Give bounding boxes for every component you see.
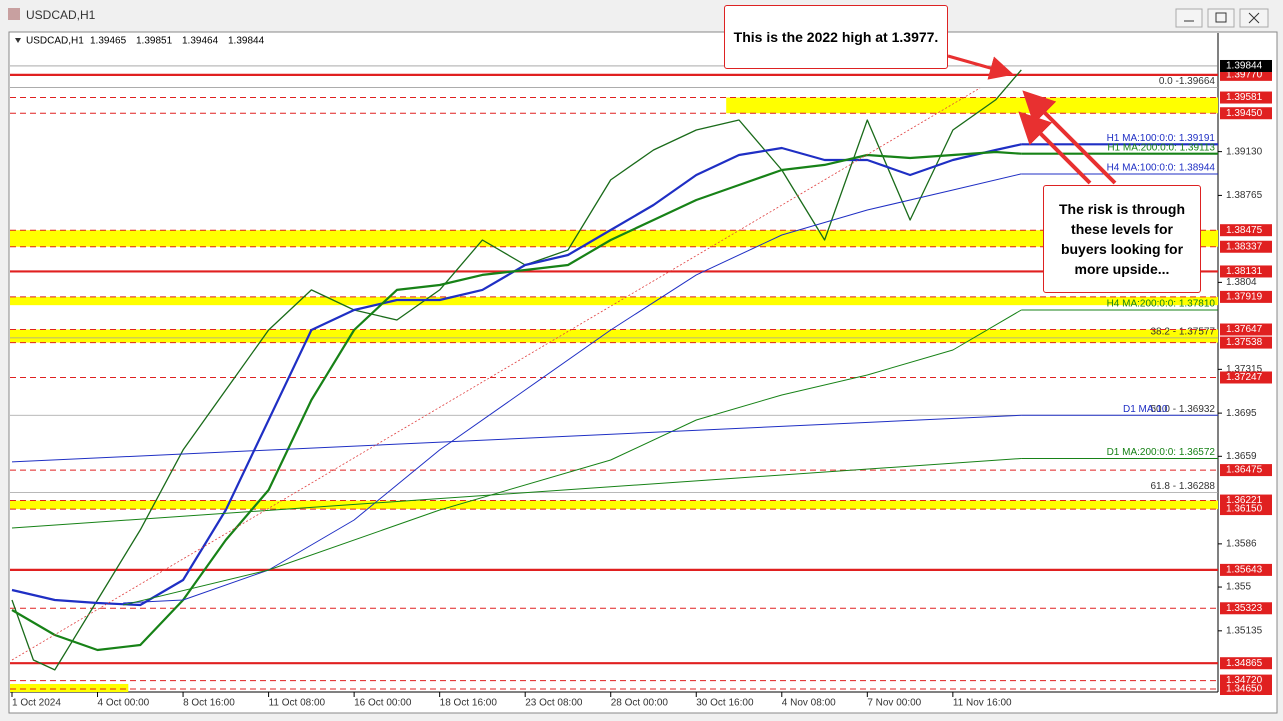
level-price-label: 1.36150	[1226, 504, 1263, 515]
y-tick-label: 1.355	[1226, 582, 1251, 593]
ma-label: D1 MA:10	[1123, 404, 1168, 415]
y-tick-label: 1.3695	[1226, 408, 1257, 419]
header-price: 1.39844	[228, 36, 265, 47]
x-tick-label: 1 Oct 2024	[12, 698, 61, 709]
level-price-label: 1.34650	[1226, 684, 1263, 695]
level-price-box	[1220, 563, 1272, 576]
level-price-box	[1220, 503, 1272, 516]
x-tick-label: 30 Oct 16:00	[696, 698, 754, 709]
title-bar	[0, 0, 1283, 31]
level-price-label: 1.38337	[1226, 241, 1263, 252]
header-price: 1.39464	[182, 36, 219, 47]
x-tick-label: 4 Nov 08:00	[782, 698, 836, 709]
x-tick-label: 16 Oct 00:00	[354, 698, 412, 709]
level-price-label: 1.37647	[1226, 324, 1263, 335]
support-resistance-zone	[10, 500, 1218, 510]
x-tick-label: 28 Oct 00:00	[611, 698, 669, 709]
ma-label: H1 MA:200:0:0: 1.39113	[1107, 142, 1215, 153]
level-price-box	[1220, 290, 1272, 303]
current-price-label: 1.39844	[1226, 61, 1263, 72]
level-price-box	[1220, 657, 1272, 670]
fib-label: 38.2 - 1.37577	[1151, 327, 1216, 338]
x-tick-label: 18 Oct 16:00	[440, 698, 498, 709]
x-tick-label: 8 Oct 16:00	[183, 698, 235, 709]
header-arrow	[15, 38, 21, 43]
level-price-box	[1220, 323, 1272, 336]
annotation-box: The risk is through these levels for buy…	[1043, 185, 1201, 293]
level-price-box	[1220, 91, 1272, 104]
chart-frame	[8, 31, 1278, 714]
level-price-box	[1220, 265, 1272, 278]
header-symbol: USDCAD,H1	[26, 36, 84, 47]
header-price: 1.39465	[90, 36, 127, 47]
ma-label: D1 MA:200:0:0: 1.36572	[1107, 447, 1216, 458]
series-line	[11, 69, 1022, 671]
y-tick-label: 1.3804	[1226, 277, 1257, 288]
x-tick-label: 4 Oct 00:00	[98, 698, 150, 709]
fib-label: 61.8 - 1.36288	[1151, 481, 1216, 492]
window-buttons[interactable]	[1175, 8, 1269, 28]
support-resistance-zone	[10, 296, 1218, 306]
level-price-label: 1.37538	[1226, 337, 1263, 348]
window-title: USDCAD,H1	[26, 8, 96, 22]
level-price-label: 1.34720	[1226, 675, 1263, 686]
close-icon	[1248, 12, 1260, 24]
level-price-label: 1.37919	[1226, 292, 1263, 303]
level-price-label: 1.38475	[1226, 225, 1263, 236]
level-price-label: 1.36475	[1226, 465, 1263, 476]
level-price-label: 1.34865	[1226, 658, 1263, 669]
support-resistance-zone	[726, 97, 1218, 114]
level-price-label: 1.35643	[1226, 565, 1263, 576]
plot-layers: 0.0 -1.39664 38.2 - 1.37577 50.0 - 1.36932…	[10, 65, 1218, 692]
fib-label: 50.0 - 1.36932	[1151, 404, 1216, 415]
y-tick-label: 1.37315	[1226, 364, 1263, 375]
level-price-box	[1220, 602, 1272, 615]
ma-label: H1 MA:100:0:0: 1.39191	[1107, 133, 1216, 144]
series-line	[11, 414, 1022, 463]
level-price-box	[1220, 464, 1272, 477]
level-price-box	[1220, 683, 1272, 696]
annotation-box: This is the 2022 high at 1.3977.	[724, 5, 948, 69]
y-tick-label: 1.3659	[1226, 451, 1257, 462]
series-line	[11, 458, 1022, 529]
level-price-label: 1.38131	[1226, 266, 1263, 277]
level-price-label: 1.37247	[1226, 372, 1263, 383]
level-price-box	[1220, 371, 1272, 384]
x-tick-label: 11 Oct 08:00	[269, 698, 326, 709]
x-tick-label: 7 Nov 00:00	[867, 698, 921, 709]
fib-trend-line	[11, 87, 981, 661]
level-price-label: 1.39770	[1226, 70, 1263, 81]
fib-label: 0.0 -1.39664	[1159, 76, 1216, 87]
restore-icon	[1215, 12, 1227, 23]
ma-label: H4 MA:200:0:0: 1.37810	[1107, 299, 1216, 310]
minimize-button[interactable]	[1175, 8, 1203, 28]
y-tick-label: 1.38765	[1226, 190, 1263, 201]
level-price-box	[1220, 240, 1272, 253]
level-price-label: 1.36221	[1226, 495, 1263, 506]
y-tick-label: 1.35135	[1226, 625, 1263, 636]
level-price-box	[1220, 336, 1272, 349]
window-icon	[8, 8, 20, 20]
support-resistance-zone	[10, 329, 1218, 343]
x-tick-label: 11 Nov 16:00	[953, 698, 1012, 709]
current-price-box	[1220, 59, 1272, 72]
y-tick-label: 1.39130	[1226, 146, 1263, 157]
series-line	[11, 143, 1022, 607]
y-tick-label: 1.3586	[1226, 539, 1257, 550]
level-price-label: 1.35323	[1226, 603, 1263, 614]
level-price-box	[1220, 107, 1272, 120]
level-price-box	[1220, 224, 1272, 237]
ma-label: H4 MA:100:0:0: 1.38944	[1107, 163, 1216, 174]
restore-button[interactable]	[1207, 8, 1235, 28]
header-price: 1.39851	[136, 36, 173, 47]
level-price-label: 1.39450	[1226, 108, 1263, 119]
x-tick-label: 23 Oct 08:00	[525, 698, 583, 709]
series-line	[123, 309, 1022, 606]
support-resistance-zone	[10, 683, 129, 692]
series-line	[123, 173, 1022, 604]
level-price-label: 1.39581	[1226, 92, 1263, 103]
